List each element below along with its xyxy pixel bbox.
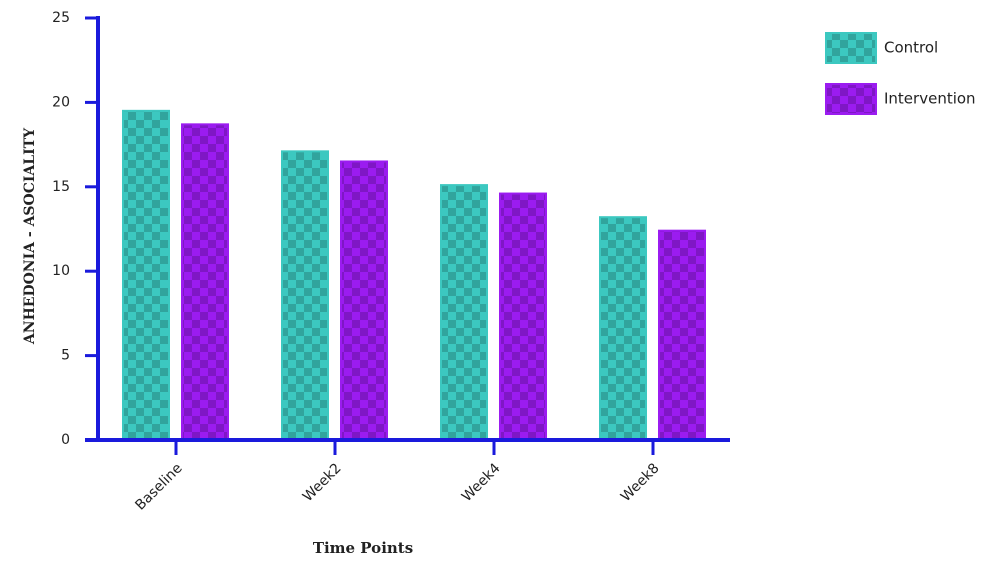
x-tick-label: Week8 [618,460,663,505]
bar [340,160,388,441]
bar [281,150,329,442]
y-tick-label: 25 [52,10,70,26]
x-tick-label: Week2 [300,460,345,505]
x-tick-label: Week4 [459,460,504,505]
y-tick-label: 5 [61,348,70,364]
bar [181,123,229,442]
y-axis-label: ANHEDONIA - ASOCIALITY [22,127,38,345]
legend-label: Control [884,39,938,57]
legend-swatch [825,32,877,64]
y-tick-label: 0 [61,432,70,448]
bar [658,229,706,441]
x-tick-label: Baseline [132,460,185,513]
bar [599,216,647,441]
bar [440,184,488,441]
x-axis-label: Time Points [313,539,413,557]
y-tick-label: 20 [52,94,70,110]
y-tick-label: 15 [52,179,70,195]
legend-swatch [825,83,877,115]
bar [499,192,547,441]
bar [122,109,170,441]
legend-label: Intervention [884,90,976,108]
y-tick-label: 10 [52,263,70,279]
